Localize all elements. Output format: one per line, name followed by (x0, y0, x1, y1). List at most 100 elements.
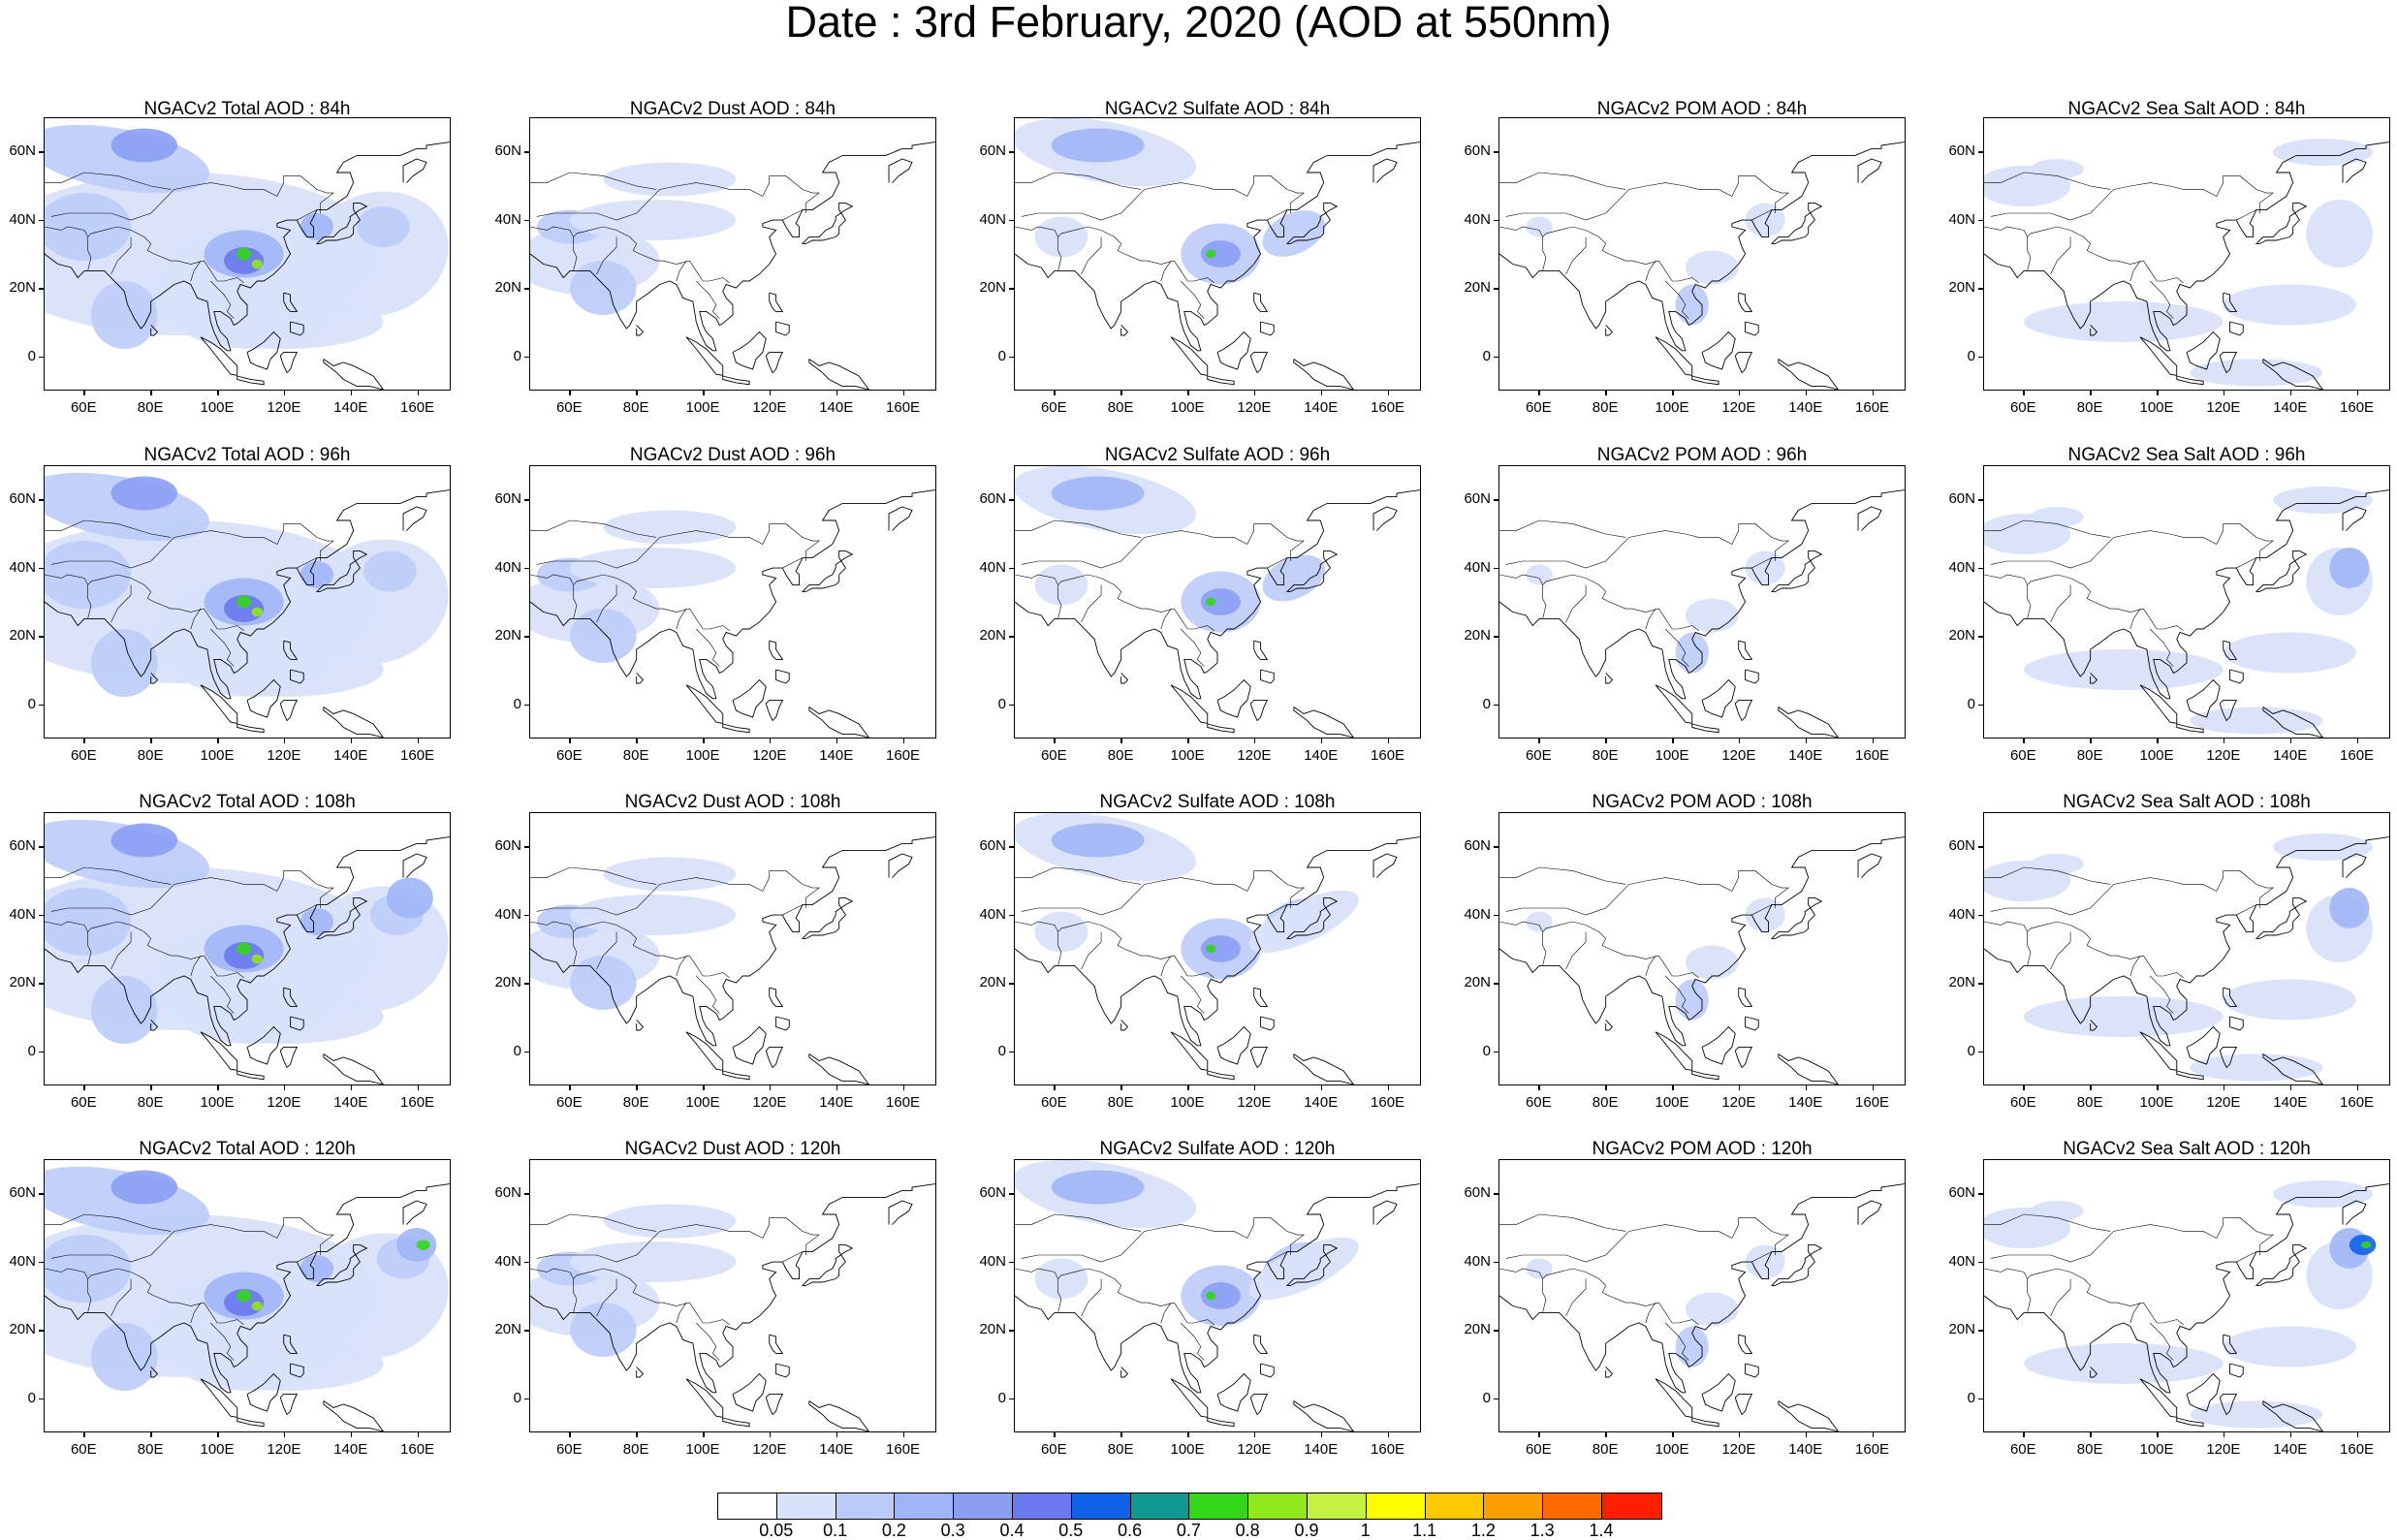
lat-tick-mark (1494, 151, 1498, 153)
lon-tick-label: 160E (2340, 1441, 2375, 1458)
coastline (2262, 1400, 2323, 1431)
country-border (210, 975, 235, 1014)
figure-title: Date : 3rd February, 2020 (AOD at 550nm) (785, 0, 1612, 47)
lon-tick-mark (1253, 1432, 1256, 1437)
lon-tick-mark (1253, 391, 1256, 395)
country-border (1015, 1213, 1142, 1232)
colorbar-label: 1.3 (1530, 1521, 1555, 1540)
colorbar-label: 0.4 (999, 1521, 1025, 1540)
coastline (722, 1070, 750, 1081)
lat-tick-mark (39, 288, 44, 290)
coastline (1499, 489, 1905, 700)
country-border (1542, 921, 1699, 979)
panel-title: NGACv2 Total AOD : 84h (143, 99, 351, 119)
lon-tick-mark (417, 1432, 420, 1437)
coastline (2229, 1016, 2244, 1031)
aod-plume (1526, 216, 1553, 237)
lon-tick-mark (836, 391, 838, 395)
lat-tick-label: 20N (1464, 1321, 1491, 1338)
aod-plume (2273, 139, 2373, 166)
country-border (50, 523, 334, 569)
lat-tick-label: 20N (1464, 279, 1491, 297)
coastline (2176, 723, 2204, 734)
aod-plume (90, 281, 158, 349)
coastline (1701, 330, 1736, 370)
map-panel (529, 117, 936, 391)
coastline (150, 1020, 159, 1031)
lon-tick-mark (902, 1432, 905, 1437)
lat-tick-label: 20N (9, 974, 36, 991)
country-border (1990, 1217, 2274, 1263)
coastline (237, 375, 265, 386)
lat-tick-label: 40N (9, 558, 36, 576)
lat-tick-mark (1494, 704, 1498, 707)
lon-tick-label: 100E (200, 1094, 235, 1111)
coastline (1293, 1053, 1354, 1084)
lat-tick-mark (1978, 1398, 1983, 1400)
lon-tick-label: 120E (2206, 1094, 2241, 1111)
coastline (1216, 1372, 1251, 1412)
coastline (246, 330, 281, 370)
coastline (200, 336, 238, 376)
lat-tick-mark (1009, 704, 1014, 707)
coastline (2219, 1047, 2238, 1069)
coastline (1170, 684, 1209, 724)
lat-tick-mark (1009, 151, 1014, 153)
lon-tick-label: 60E (70, 399, 97, 416)
aod-field (530, 141, 935, 390)
country-border (530, 1213, 657, 1232)
lon-tick-label: 140E (2273, 1441, 2308, 1458)
lon-tick-label: 120E (752, 1441, 787, 1458)
aod-plume (2306, 200, 2373, 267)
coastline (1249, 700, 1269, 722)
lat-tick-label: 0 (997, 1389, 1006, 1406)
lat-tick-mark (1494, 356, 1498, 359)
lat-tick-label: 60N (1948, 490, 1975, 508)
lon-tick-label: 80E (1107, 747, 1134, 764)
country-border (2027, 1268, 2184, 1326)
coastline (323, 359, 384, 390)
lon-tick-mark (1187, 1432, 1189, 1437)
lon-tick-label: 80E (622, 1441, 649, 1458)
lon-tick-mark (2157, 391, 2159, 395)
coastline (1770, 897, 1823, 939)
country-border (1057, 574, 1214, 632)
lat-tick-mark (1978, 846, 1983, 848)
panel-title: NGACv2 Dust AOD : 108h (624, 792, 841, 812)
country-border (1267, 904, 1288, 916)
aod-plume (237, 595, 252, 609)
colorbar-swatch (1307, 1493, 1367, 1519)
coastline (1253, 987, 1269, 1007)
coastline (283, 292, 299, 312)
lon-tick-label: 160E (886, 1441, 921, 1458)
country-border (1505, 523, 1789, 569)
country-border (2027, 921, 2184, 979)
coastline (1984, 1183, 2389, 1394)
aod-field (45, 124, 450, 390)
map-panel (1983, 465, 2390, 739)
country-border (1565, 931, 1587, 970)
aod-field (1984, 833, 2389, 1084)
aod-plume (1034, 911, 1088, 953)
country-border (45, 172, 172, 190)
coastline (2229, 1363, 2244, 1378)
lat-tick-label: 0 (513, 1389, 521, 1406)
colorbar-label: 0.6 (1118, 1521, 1143, 1540)
lat-tick-label: 0 (1482, 695, 1491, 712)
country-border (110, 584, 132, 623)
aod-plume (1248, 1237, 1359, 1301)
lon-tick-label: 80E (622, 747, 649, 764)
aod-field (1015, 1160, 1420, 1431)
coastline (1293, 707, 1354, 738)
lat-tick-label: 40N (979, 210, 1006, 228)
coastline (283, 987, 299, 1007)
coastline (2342, 1200, 2367, 1225)
lon-tick-mark (1054, 391, 1056, 395)
country-border (782, 209, 804, 221)
country-border (1665, 628, 1689, 667)
coastline (765, 352, 784, 374)
lon-tick-mark (703, 391, 705, 395)
country-border (1505, 175, 1789, 221)
panel-title: NGACv2 POM AOD : 108h (1592, 792, 1813, 812)
coastline (2176, 1070, 2204, 1081)
